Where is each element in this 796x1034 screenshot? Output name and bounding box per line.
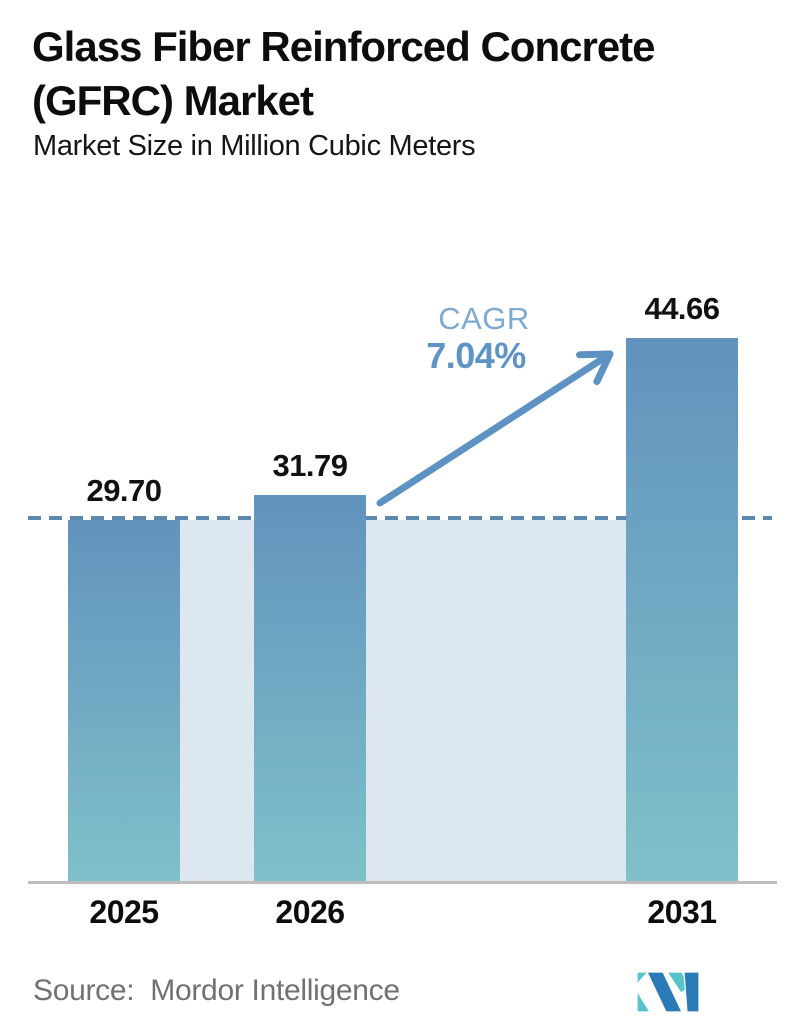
cagr-label: CAGR [438,301,530,336]
category-label: 2026 [275,894,345,930]
reference-dashed-line [28,516,772,520]
value-label: 31.79 [272,448,348,483]
mordor-intelligence-logo-icon [637,971,699,1012]
bar-2026 [254,495,366,882]
source-name: Mordor Intelligence [150,974,400,1007]
category-label: 2031 [647,894,717,930]
bar-2031 [626,338,738,882]
category-label: 2025 [89,894,159,930]
chart-title: Glass Fiber Reinforced Concrete (GFRC) M… [32,23,656,124]
source-label: Source: [33,974,135,1007]
source-line: Source: Mordor Intelligence [33,974,400,1008]
chart-subtitle: Market Size in Million Cubic Meters [33,130,476,162]
cagr-value: 7.04% [426,335,526,376]
x-axis-line [28,881,777,884]
value-label: 44.66 [644,291,720,326]
value-label: 29.70 [86,473,162,508]
bar-2025 [68,520,180,882]
